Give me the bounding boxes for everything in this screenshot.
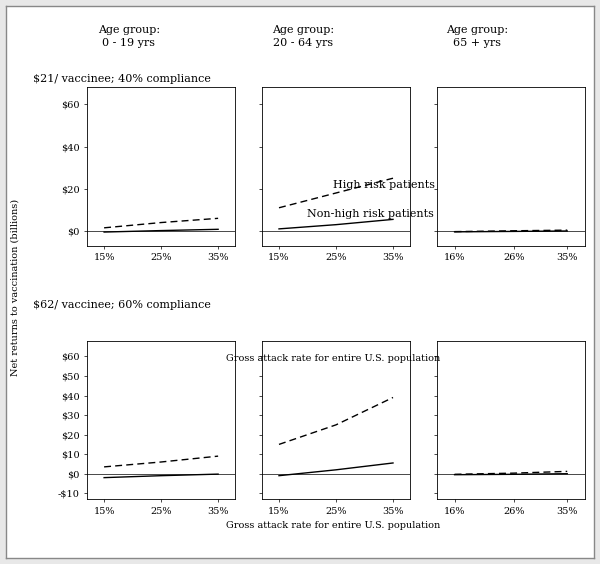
Text: Age group:
20 - 64 yrs: Age group: 20 - 64 yrs bbox=[272, 25, 334, 49]
Text: High risk patients: High risk patients bbox=[333, 179, 435, 190]
Text: Age group:
65 + yrs: Age group: 65 + yrs bbox=[446, 25, 508, 49]
Text: $21/ vaccinee; 40% compliance: $21/ vaccinee; 40% compliance bbox=[33, 74, 211, 84]
Text: $62/ vaccinee; 60% compliance: $62/ vaccinee; 60% compliance bbox=[33, 299, 211, 310]
Text: Non-high risk patients: Non-high risk patients bbox=[307, 209, 434, 219]
Text: Net returns to vaccination (billions): Net returns to vaccination (billions) bbox=[10, 199, 20, 376]
Text: Gross attack rate for entire U.S. population: Gross attack rate for entire U.S. popula… bbox=[226, 354, 440, 363]
Text: Gross attack rate for entire U.S. population: Gross attack rate for entire U.S. popula… bbox=[226, 521, 440, 530]
Text: Age group:
0 - 19 yrs: Age group: 0 - 19 yrs bbox=[98, 25, 160, 49]
